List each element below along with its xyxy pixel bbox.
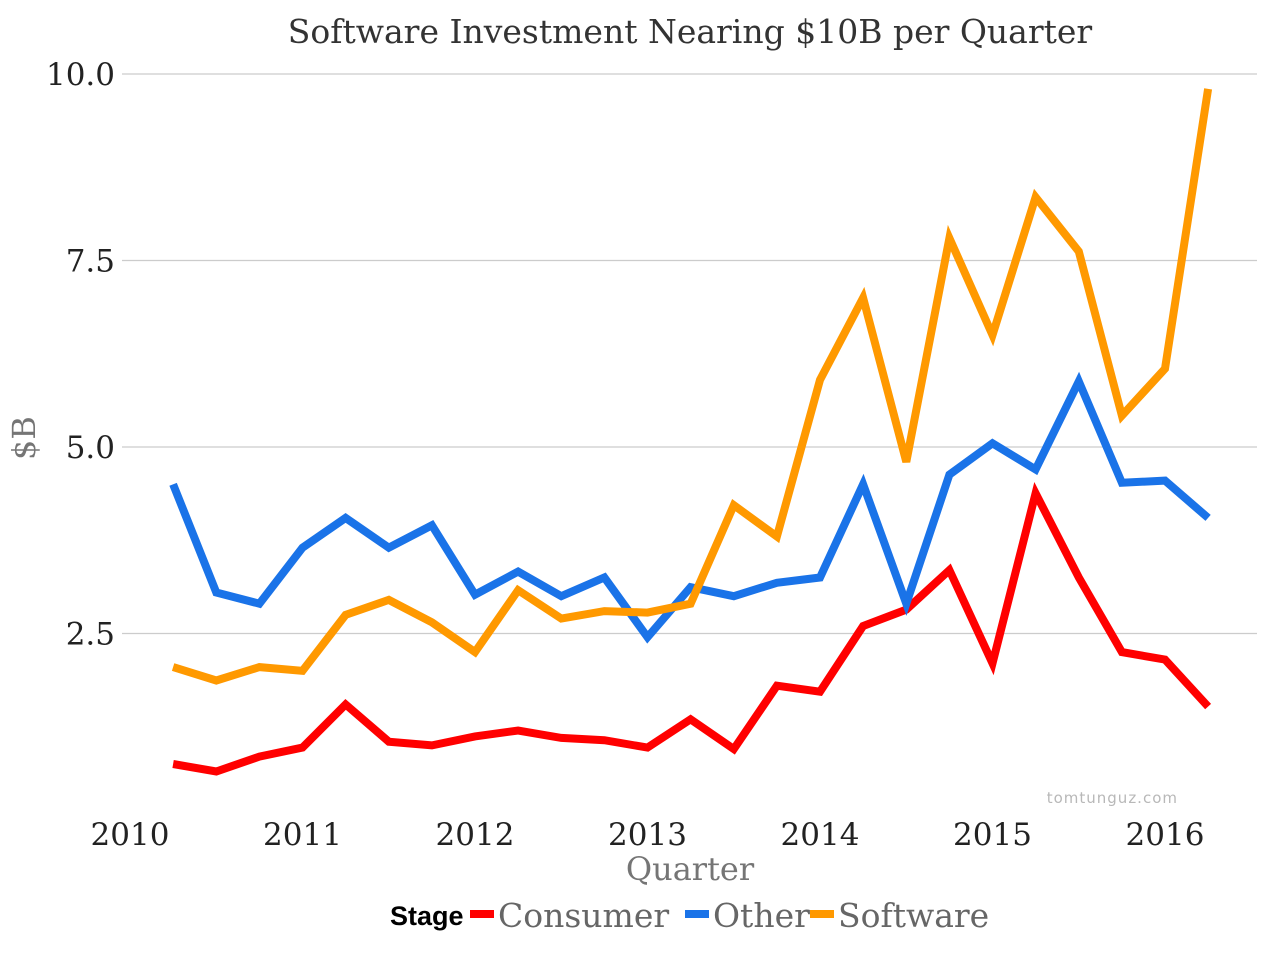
x-tick-label: 2015 (953, 817, 1032, 853)
x-tick-label: 2014 (781, 817, 860, 853)
series-line-consumer (172, 482, 1212, 776)
x-tick-label: 2016 (1126, 817, 1205, 853)
y-tick-label: 10.0 (46, 57, 115, 93)
x-tick-label: 2011 (263, 817, 342, 853)
x-tick-label: 2012 (436, 817, 515, 853)
x-tick-label: 2010 (91, 817, 170, 853)
y-tick-label: 5.0 (66, 430, 115, 466)
series-lines (169, 88, 1213, 776)
series-line-software (171, 88, 1213, 685)
gridlines (122, 73, 1257, 635)
series-line-other (169, 371, 1211, 644)
legend-label-other: Other (713, 896, 810, 935)
y-tick-label: 7.5 (66, 244, 115, 280)
legend: Stage Consumer Other Software (390, 896, 989, 935)
x-axis-ticks: 2010 2011 2012 2013 2014 2015 2016 (91, 817, 1205, 853)
x-axis-label: Quarter (626, 850, 755, 888)
x-tick-label: 2013 (608, 817, 687, 853)
watermark: tomtunguz.com (1047, 789, 1178, 807)
y-axis-label: $B (5, 416, 43, 460)
y-axis-ticks: 2.5 5.0 7.5 10.0 (46, 57, 115, 653)
legend-title: Stage (390, 901, 464, 931)
legend-label-software: Software (838, 896, 989, 935)
chart-title: Software Investment Nearing $10B per Qua… (288, 12, 1093, 51)
y-tick-label: 2.5 (66, 617, 115, 653)
legend-label-consumer: Consumer (498, 896, 669, 935)
